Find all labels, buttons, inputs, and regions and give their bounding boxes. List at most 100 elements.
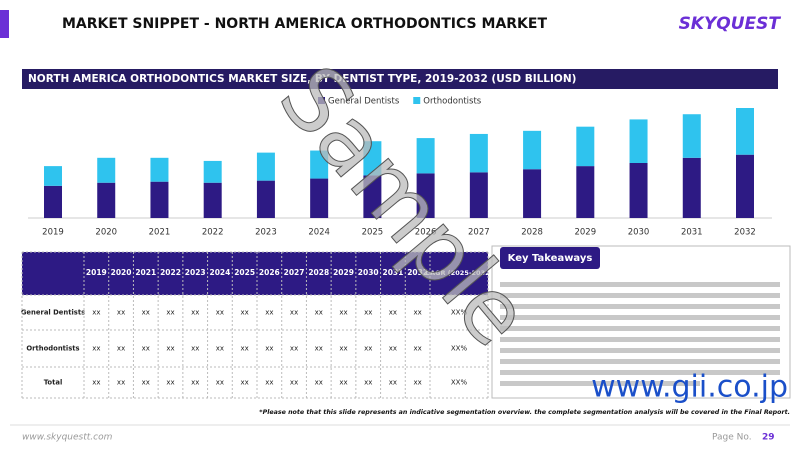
table-header-cell: 2020 <box>111 268 132 277</box>
legend-swatch <box>318 97 325 104</box>
table-cell: xx <box>290 345 298 353</box>
bar-segment <box>363 141 382 176</box>
bar-segment <box>97 157 116 183</box>
takeaways-tab <box>500 247 600 269</box>
bar-segment <box>203 182 222 218</box>
bar-segment <box>310 178 329 218</box>
bar-segment <box>576 126 595 167</box>
footer-website: www.skyquestt.com <box>22 433 113 443</box>
table-cell: XX% <box>451 345 468 353</box>
bar-segment <box>256 152 275 181</box>
table-cell: xx <box>364 345 372 353</box>
table-cell: xx <box>389 379 397 387</box>
table-header-cell: 2023 <box>185 268 206 277</box>
bar-segment <box>310 150 329 179</box>
table-cell: XX% <box>451 379 468 387</box>
footnote: *Please note that this slide represents … <box>259 408 790 416</box>
bar-segment <box>150 157 169 182</box>
table-cell: xx <box>364 309 372 317</box>
table-cell: xx <box>166 345 174 353</box>
bar-segment <box>203 160 222 183</box>
table-cell: xx <box>92 345 100 353</box>
table-cell: xx <box>339 345 347 353</box>
x-tick-label: 2028 <box>521 228 543 238</box>
table-header-cell: 2030 <box>358 268 379 277</box>
logo: SKYQUEST <box>679 14 782 34</box>
table-cell: xx <box>142 309 150 317</box>
bar-segment <box>416 138 435 174</box>
x-tick-label: 2022 <box>202 228 224 238</box>
table-header-cell: 2028 <box>308 268 329 277</box>
chart: General Dentists Orthodontists 2019 2020 202… <box>28 97 772 238</box>
bar-segment <box>469 133 488 173</box>
table-cell: xx <box>191 345 199 353</box>
x-tick-label: 2021 <box>149 228 171 238</box>
table-header-cell: CAGR (2025-2032) <box>425 269 492 277</box>
table-header-cell: 2019 <box>86 268 107 277</box>
takeaways-title: Key Takeaways <box>508 253 593 264</box>
table-cell: xx <box>142 379 150 387</box>
table-cell: xx <box>216 379 224 387</box>
bar-segment <box>682 157 701 218</box>
x-tick-label: 2027 <box>468 228 490 238</box>
bar-segment <box>469 172 488 218</box>
table-cell: xx <box>240 345 248 353</box>
table-cell: xx <box>290 379 298 387</box>
table-header-cell: 2022 <box>160 268 181 277</box>
bar-segment <box>523 130 542 170</box>
table-header-cell: 2031 <box>382 268 403 277</box>
table-cell: xx <box>315 309 323 317</box>
x-tick-label: 2023 <box>255 228 277 238</box>
bar-segment <box>256 180 275 218</box>
table-cell: xx <box>315 379 323 387</box>
page-label: Page No. <box>712 433 752 443</box>
table-cell: xx <box>389 345 397 353</box>
table-cell: xx <box>92 309 100 317</box>
blurred-text <box>500 282 780 386</box>
x-tick-label: 2030 <box>628 228 650 238</box>
bar-segment <box>523 169 542 218</box>
table-cell: xx <box>142 345 150 353</box>
table-header-cell: 2021 <box>135 268 156 277</box>
bar-segment <box>682 114 701 158</box>
table-cell: xx <box>265 345 273 353</box>
table-cell: xx <box>290 309 298 317</box>
legend-swatch <box>413 97 421 104</box>
table-cell: xx <box>216 345 224 353</box>
accent-bar <box>0 10 9 38</box>
table-cell: xx <box>413 379 421 387</box>
legend-label: General Dentists <box>328 97 400 107</box>
chart-title-band <box>22 69 778 89</box>
table-cell: xx <box>191 379 199 387</box>
table-header-cell: 2027 <box>284 268 305 277</box>
table-cell: xx <box>265 379 273 387</box>
bar-segment <box>44 185 62 218</box>
bar-segment <box>97 182 116 218</box>
table-cell: xx <box>265 309 273 317</box>
bar-segment <box>576 166 595 218</box>
table-cell: xx <box>117 345 125 353</box>
table-cell: xx <box>240 309 248 317</box>
table-header-cell: 2026 <box>259 268 280 277</box>
bar-segment <box>736 108 754 155</box>
table-cell: xx <box>339 309 347 317</box>
bar-segment <box>629 119 648 163</box>
bar-segment <box>150 181 169 218</box>
bar-segment <box>736 154 754 218</box>
table-cell: xx <box>166 379 174 387</box>
slide-title: MARKET SNIPPET - NORTH AMERICA ORTHODONT… <box>62 16 547 32</box>
table: 2019 2020 2021 2022 2023 2024 2025 2026 2027 2028… <box>21 251 493 399</box>
x-tick-label: 2032 <box>734 228 756 238</box>
table-cell: xx <box>339 379 347 387</box>
table-row-label: Orthodontists <box>26 345 79 353</box>
x-tick-label: 2025 <box>362 228 384 238</box>
table-header-cell: 2025 <box>234 268 255 277</box>
legend-label: Orthodontists <box>423 97 482 107</box>
bar-segment <box>416 173 435 218</box>
x-tick-label: 2019 <box>42 228 64 238</box>
table-header-cell: 2024 <box>209 268 230 277</box>
table-header-bg <box>22 252 488 295</box>
table-cell: xx <box>364 379 372 387</box>
x-tick-label: 2020 <box>95 228 117 238</box>
